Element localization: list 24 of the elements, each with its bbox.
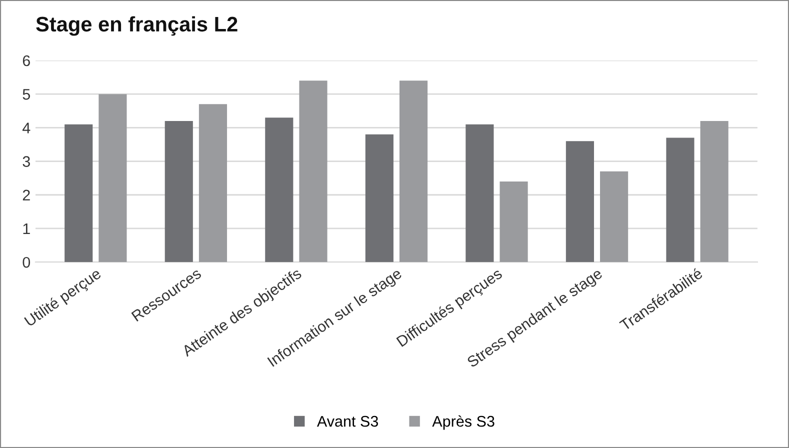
y-tick-label: 5 [22, 89, 30, 100]
y-tick-label: 6 [22, 55, 30, 66]
y-tick-label: 1 [23, 224, 30, 234]
bar [466, 124, 494, 262]
legend-label: Avant S3 [316, 416, 378, 427]
bar [500, 181, 528, 262]
bar [566, 141, 594, 262]
bar [399, 80, 428, 262]
y-tick-label: 4 [22, 122, 30, 134]
bar [600, 171, 628, 262]
y-tick-label: 2 [22, 190, 30, 200]
chart-title: Stage en français L2 [36, 16, 238, 36]
bar [164, 120, 193, 262]
bar [365, 134, 394, 262]
bar [299, 80, 328, 262]
y-tick-label: 0 [22, 256, 30, 268]
bar [265, 118, 294, 262]
bar [666, 138, 694, 262]
legend-label: Après S3 [432, 415, 494, 430]
bar [700, 120, 728, 262]
bar [198, 104, 228, 262]
y-tick-label: 3 [22, 156, 30, 167]
bar [64, 124, 93, 262]
bar [98, 94, 127, 262]
